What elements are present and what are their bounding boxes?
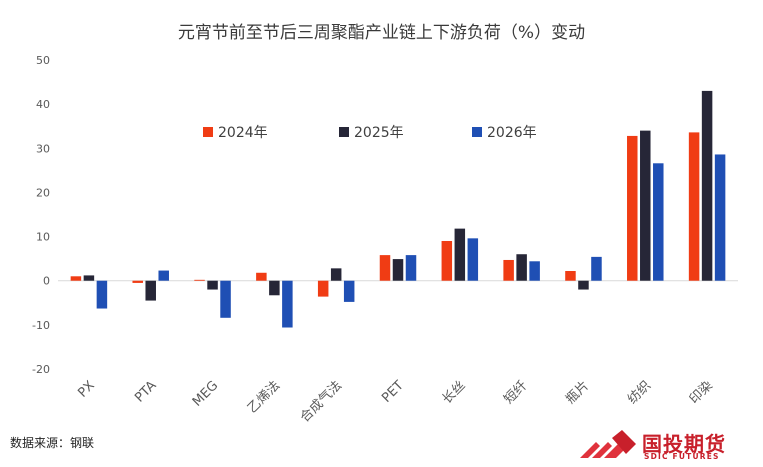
bar-2024年-合成气法 [317,280,329,297]
logo-text-en: SDIC FUTURES [644,452,720,461]
chart-title: 元宵节前至节后三周聚酯产业链上下游负荷（%）变动 [177,23,586,43]
category-label: 长丝 [440,378,469,407]
bar-2024年-纺织 [627,135,638,281]
bar-2025年-瓶片 [578,280,589,290]
bar-2026年-乙烯法 [282,280,293,328]
bar-2025年-PTA [145,280,156,301]
y-tick-label: 50 [36,54,50,67]
source-note: 数据来源：钢联 [10,436,95,450]
bar-2025年-印染 [701,90,713,281]
bar-2026年-纺织 [653,163,664,281]
bar-2026年-PET [405,255,417,281]
bars [70,90,726,328]
bar-2026年-短纤 [529,261,540,281]
y-tick-label: -20 [32,363,50,376]
logo-text-cn: 国投期货 [642,432,726,456]
logo-mark-icon [580,430,636,458]
bar-2024年-PX [70,276,82,281]
legend-swatch [339,127,349,137]
sdic-logo: 国投期货 SDIC FUTURES [578,428,758,462]
y-tick-label: 40 [36,98,50,111]
bar-2024年-印染 [688,132,700,281]
category-label: PTA [132,378,159,405]
bar-2026年-MEG [220,280,231,318]
category-label: MEG [190,378,221,409]
bar-2024年-瓶片 [565,271,576,281]
y-tick-label: 30 [36,142,50,155]
bar-2026年-瓶片 [591,256,602,281]
bar-2025年-纺织 [640,130,651,281]
category-label: 合成气法 [297,378,345,426]
category-label: PX [75,378,98,401]
legend-swatch [472,127,482,137]
y-tick-label: 20 [36,186,50,199]
category-label: 纺织 [625,378,654,407]
bar-2026年-长丝 [467,238,479,281]
y-tick-label: -10 [32,319,50,332]
category-label: 乙烯法 [245,378,283,416]
legend-label: 2026年 [487,125,537,141]
legend: 2024年 2025年 2026年 [203,125,537,141]
bar-2026年-PTA [158,270,169,281]
bar-2024年-PET [379,255,391,281]
legend-label: 2025年 [354,125,404,141]
legend-swatch [203,127,213,137]
bar-2025年-PX [83,275,95,281]
bar-2024年-PTA [132,280,143,283]
legend-label: 2024年 [218,125,268,141]
y-tick-label: 0 [43,275,50,288]
bar-2026年-印染 [714,154,726,281]
bar-2026年-合成气法 [343,280,355,302]
bar-2025年-MEG [207,280,218,290]
bar-2025年-短纤 [516,254,527,281]
bar-2025年-合成气法 [330,268,342,281]
bar-2026年-PX [96,280,108,309]
category-label: 瓶片 [563,378,592,407]
bar-2024年-MEG [194,279,205,281]
bar-2024年-乙烯法 [256,272,267,281]
bar-2024年-短纤 [503,259,514,281]
y-axis-ticks: -20 -10 0 10 20 30 40 50 [32,54,50,376]
bar-2025年-乙烯法 [269,280,280,296]
bar-2025年-长丝 [454,228,466,281]
bar-2024年-长丝 [441,240,453,281]
bar-2025年-PET [392,259,404,281]
y-tick-label: 10 [36,231,50,244]
category-label: 印染 [687,378,716,407]
category-labels: PX PTA MEG 乙烯法 合成气法 PET 长丝 短纤 瓶片 纺织 印染 [75,378,716,426]
category-label: PET [379,378,407,406]
category-label: 短纤 [501,378,530,407]
